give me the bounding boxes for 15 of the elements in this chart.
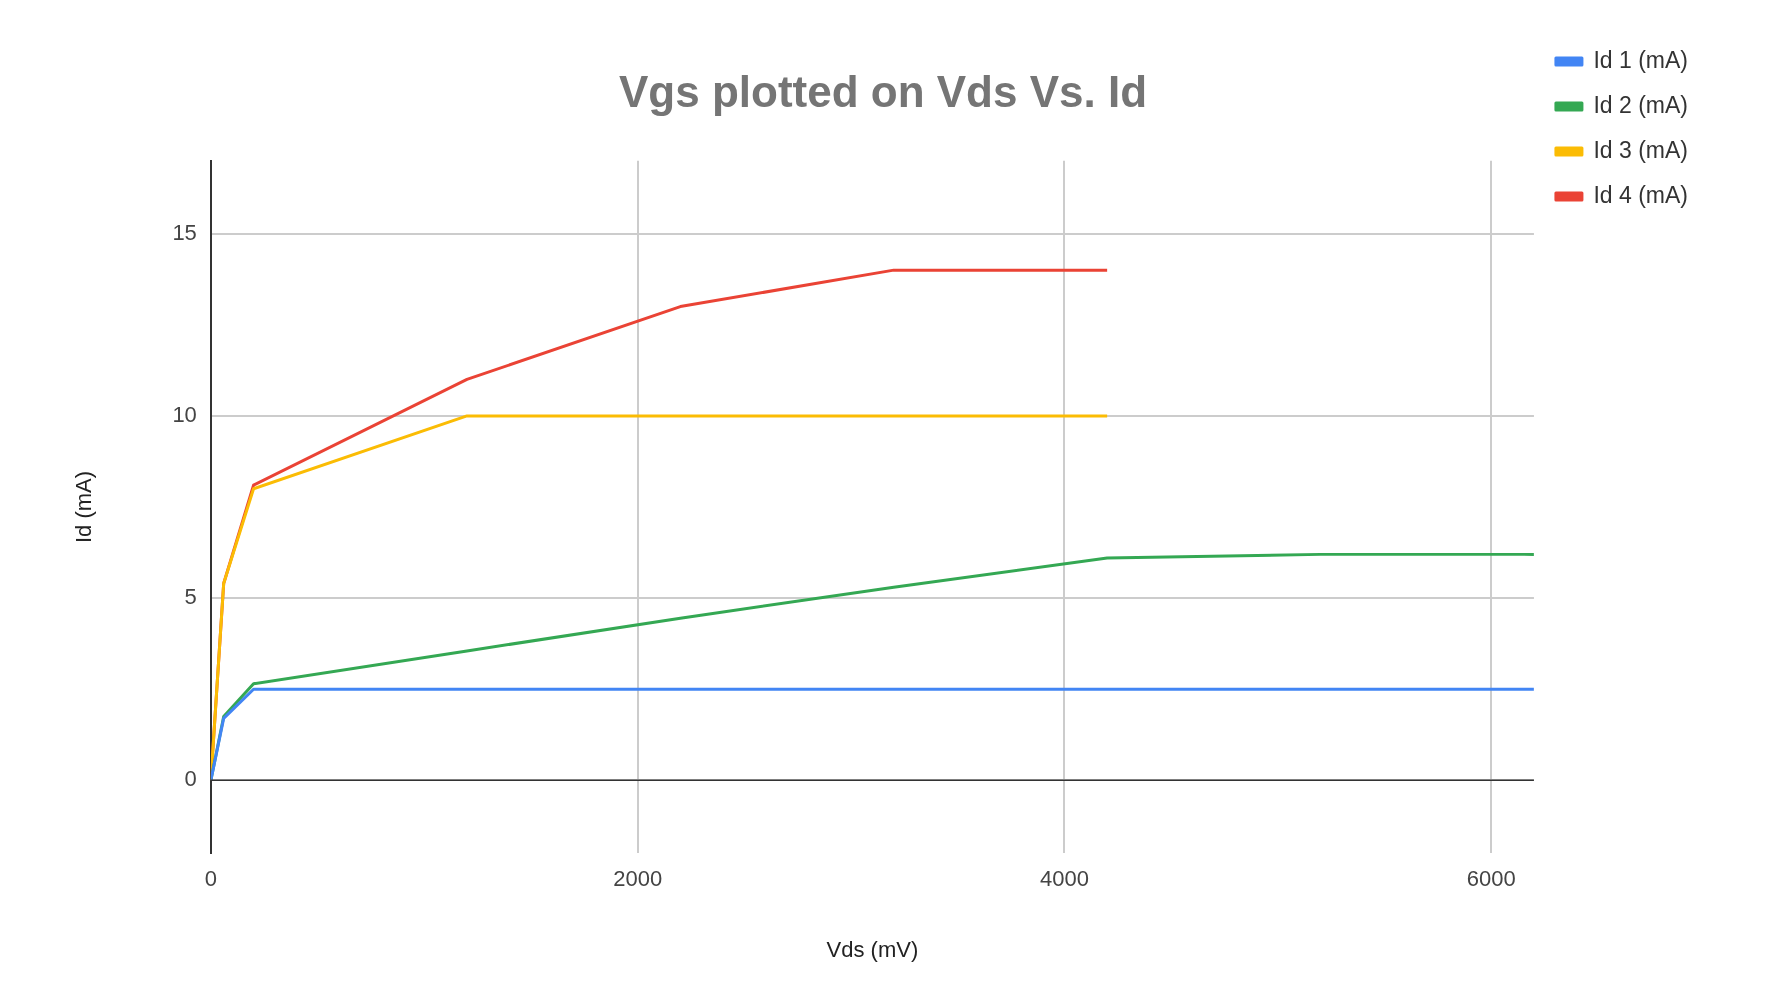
x-tick-label: 4000	[1039, 866, 1089, 892]
y-tick-label: 15	[172, 219, 197, 245]
legend-label: Id 4 (mA)	[1593, 181, 1689, 208]
x-tick-label: 6000	[1466, 866, 1516, 892]
x-axis-title: Vds (mV)	[826, 936, 919, 962]
x-tick-label: 0	[204, 866, 217, 892]
y-tick-label: 5	[184, 584, 197, 610]
legend-label: Id 1 (mA)	[1593, 46, 1689, 73]
y-axis-title: Id (mA)	[71, 470, 97, 544]
chart-title: Vgs plotted on Vds Vs. Id	[618, 66, 1148, 116]
x-tick-label: 2000	[613, 866, 663, 892]
legend-label: Id 2 (mA)	[1593, 91, 1689, 118]
y-tick-label: 10	[172, 401, 197, 427]
legend-label: Id 3 (mA)	[1593, 136, 1689, 163]
y-tick-label: 0	[184, 766, 197, 792]
